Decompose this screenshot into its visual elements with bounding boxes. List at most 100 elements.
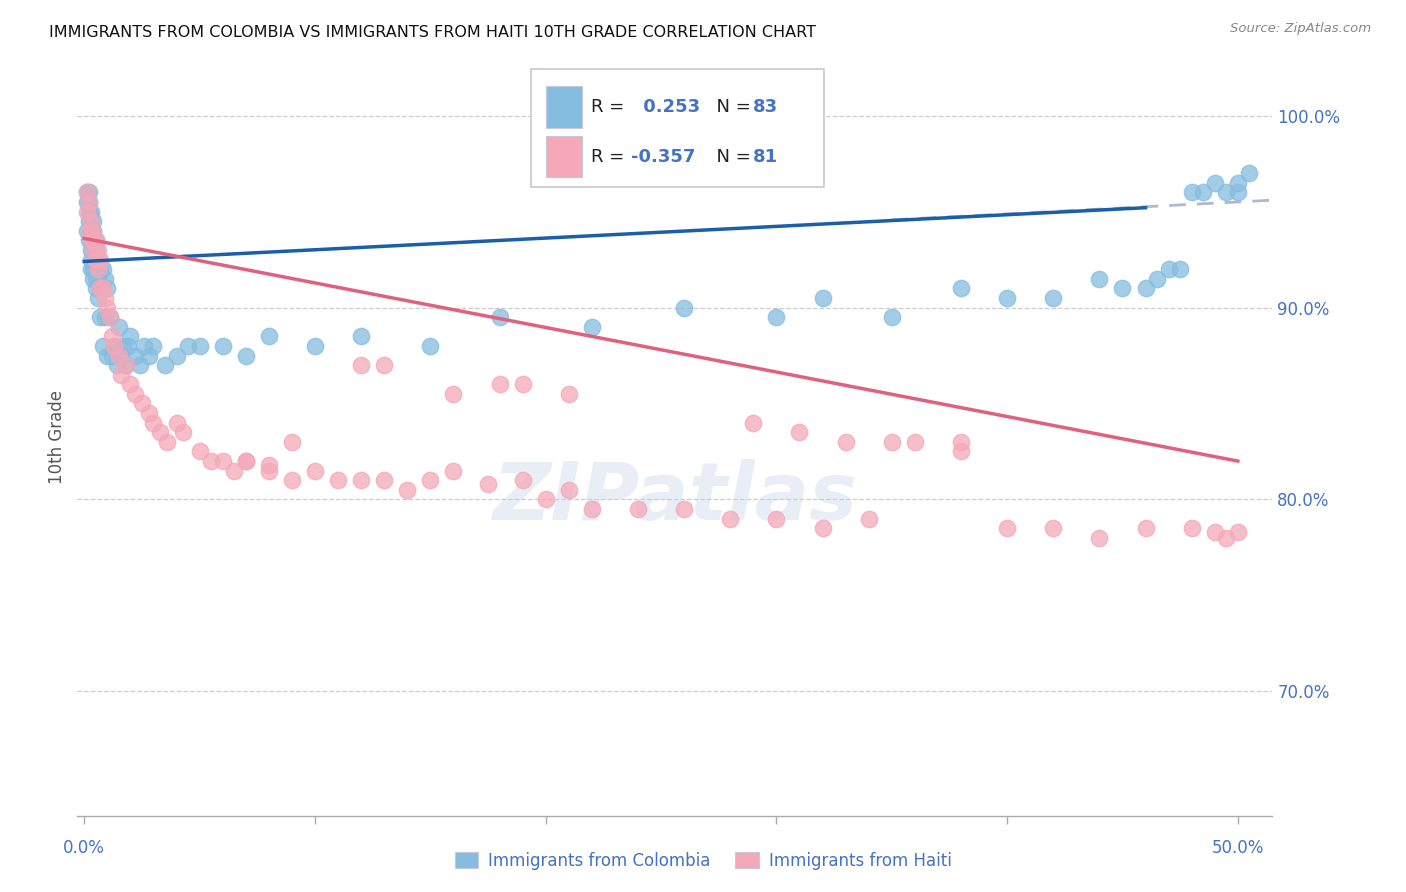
Point <box>1146 271 1168 285</box>
Point <box>1135 521 1157 535</box>
Point <box>153 358 176 372</box>
Point <box>673 301 696 315</box>
Point <box>124 349 146 363</box>
Point <box>91 281 114 295</box>
Point <box>1192 186 1215 200</box>
Point <box>77 186 100 200</box>
Point <box>87 262 110 277</box>
Point <box>80 204 103 219</box>
Point <box>1239 166 1261 180</box>
Point <box>281 434 304 449</box>
Text: R =: R = <box>592 98 630 116</box>
Point <box>142 339 165 353</box>
FancyBboxPatch shape <box>546 87 582 128</box>
Point <box>120 329 142 343</box>
Point <box>419 339 441 353</box>
Point <box>77 194 100 209</box>
Point <box>1088 271 1111 285</box>
Point <box>103 339 125 353</box>
Point <box>138 349 160 363</box>
Text: IMMIGRANTS FROM COLOMBIA VS IMMIGRANTS FROM HAITI 10TH GRADE CORRELATION CHART: IMMIGRANTS FROM COLOMBIA VS IMMIGRANTS F… <box>49 25 817 40</box>
Point <box>673 502 696 516</box>
Point <box>211 339 233 353</box>
Point <box>373 473 395 487</box>
Point <box>84 271 107 285</box>
Point <box>80 224 103 238</box>
Point <box>82 224 104 238</box>
Point <box>89 281 111 295</box>
Point <box>87 243 110 257</box>
Point <box>235 454 257 468</box>
Point <box>114 358 136 372</box>
Point <box>1042 291 1064 305</box>
Point <box>1204 176 1226 190</box>
Point <box>257 458 280 472</box>
Point <box>82 243 104 257</box>
FancyBboxPatch shape <box>531 70 824 186</box>
Point <box>488 377 510 392</box>
Point <box>142 416 165 430</box>
Point <box>96 349 118 363</box>
Point <box>80 243 103 257</box>
Point <box>91 339 114 353</box>
Point <box>128 358 150 372</box>
Point <box>811 521 834 535</box>
Text: ZIPatlas: ZIPatlas <box>492 458 858 537</box>
Point <box>82 243 104 257</box>
Point <box>96 281 118 295</box>
Point <box>76 204 98 219</box>
Point <box>1042 521 1064 535</box>
Point <box>742 416 765 430</box>
Point <box>98 310 121 325</box>
Point <box>80 252 103 267</box>
Point <box>904 434 927 449</box>
Point <box>172 425 194 440</box>
Point <box>627 502 650 516</box>
Text: 81: 81 <box>752 147 778 166</box>
Point <box>765 310 787 325</box>
Point <box>84 233 107 247</box>
Point <box>110 349 132 363</box>
Point <box>76 194 98 209</box>
Point <box>350 329 373 343</box>
Point <box>534 492 557 507</box>
Point <box>84 233 107 247</box>
Text: 83: 83 <box>752 98 778 116</box>
Point <box>124 387 146 401</box>
Text: -0.357: -0.357 <box>631 147 695 166</box>
Point <box>120 377 142 392</box>
Point <box>558 483 581 497</box>
Point <box>396 483 419 497</box>
Point <box>89 262 111 277</box>
Point <box>89 281 111 295</box>
Point <box>77 194 100 209</box>
Point <box>789 425 811 440</box>
Point <box>101 349 124 363</box>
Point <box>200 454 222 468</box>
Text: R =: R = <box>592 147 630 166</box>
Point <box>512 473 534 487</box>
Point <box>488 310 510 325</box>
Point <box>166 416 188 430</box>
Point <box>765 511 787 525</box>
Point <box>94 291 117 305</box>
Point <box>87 291 110 305</box>
Point <box>84 252 107 267</box>
Point <box>419 473 441 487</box>
Point <box>138 406 160 420</box>
Point <box>1157 262 1180 277</box>
Point <box>77 214 100 228</box>
Point <box>98 310 121 325</box>
Point <box>166 349 188 363</box>
Point <box>188 444 211 458</box>
Point <box>117 339 139 353</box>
Point <box>811 291 834 305</box>
Point <box>441 464 464 478</box>
Text: 0.253: 0.253 <box>637 98 700 116</box>
Point <box>82 262 104 277</box>
Point <box>101 329 124 343</box>
Point <box>108 349 131 363</box>
Point <box>110 368 132 382</box>
Text: 0.0%: 0.0% <box>63 839 105 857</box>
Point <box>80 233 103 247</box>
